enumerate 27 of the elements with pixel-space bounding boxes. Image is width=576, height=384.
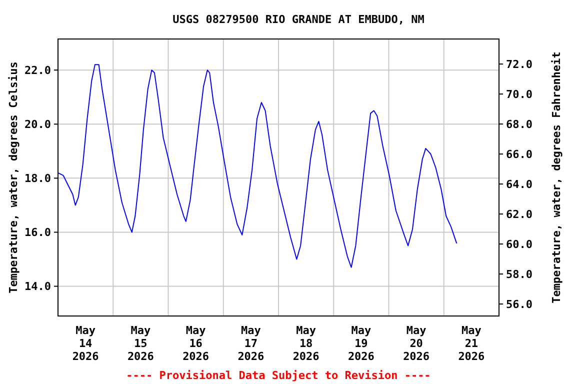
x-tick-label: May 20 2026 [403,324,430,363]
y2-tick-label: 58.0 [506,268,532,281]
y-tick-label: 16.0 [24,226,51,240]
y2-tick-label: 60.0 [506,238,532,251]
x-tick-label: May 16 2026 [182,324,210,363]
y-tick-label: 18.0 [24,172,51,186]
y2-axis-title: Temperature, water, degrees Fahrenheit [550,52,563,304]
y2-tick-label: 62.0 [506,208,532,221]
y2-tick-label: 64.0 [506,178,532,191]
y2-tick-label: 70.0 [506,88,532,101]
y2-tick-label: 72.0 [506,58,532,71]
line-series [58,64,458,268]
y-tick-label: 20.0 [24,118,51,131]
x-tick-label: May 15 2026 [127,324,154,363]
y2-tick-label: 56.0 [506,298,532,311]
y-tick-label: 22.0 [24,64,51,77]
x-tick-label: May 21 2026 [458,324,486,363]
x-tick-label: May 17 2026 [238,324,265,363]
x-tick-label: May 18 2026 [292,324,320,363]
y-tick-label: 14.0 [24,280,51,294]
chart-title: USGS 08279500 RIO GRANDE AT EMBUDO, NM [172,13,425,26]
y2-tick-label: 66.0 [506,148,532,161]
text: ---- Provisional Data Subject to Revision ---- [126,369,431,382]
y2-tick-label: 68.0 [506,118,532,131]
x-tick-label: May 14 2026 [72,324,100,363]
x-tick-label: May 19 2026 [348,324,375,363]
y-axis-title: Temperature, water, degrees Celsius [7,62,20,294]
